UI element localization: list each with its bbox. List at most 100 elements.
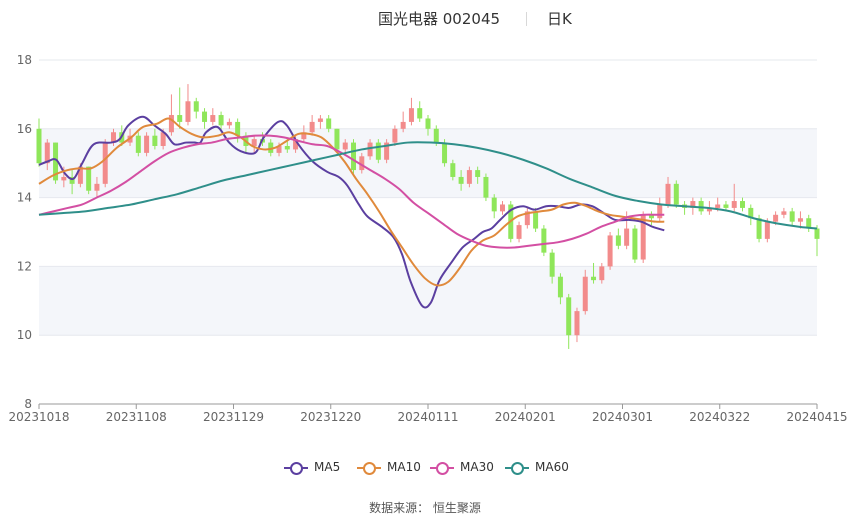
y-tick-label: 16 xyxy=(17,122,32,136)
candle-body xyxy=(433,128,439,143)
candle-body xyxy=(317,118,323,122)
data-source-label: 数据来源： xyxy=(369,501,430,515)
candle-body xyxy=(557,276,563,298)
legend-label: MA60 xyxy=(535,460,569,474)
candle-body xyxy=(425,118,431,129)
line-ma30 xyxy=(38,134,665,249)
candle-body xyxy=(251,139,257,146)
candle-body xyxy=(135,135,141,153)
y-axis-ticks: 8 10 12 14 16 18 xyxy=(17,53,32,411)
candle-body xyxy=(748,207,754,219)
candle-body xyxy=(417,108,423,119)
candle-body xyxy=(764,221,770,239)
x-tick-label: 20240201 xyxy=(495,410,556,424)
candle-body xyxy=(458,176,464,184)
candle-body xyxy=(144,135,150,153)
candle-body xyxy=(375,142,381,160)
line-ma60 xyxy=(38,141,818,230)
chart-period-label: 日K xyxy=(547,10,572,28)
candle-body xyxy=(177,115,183,122)
candle-body xyxy=(566,297,572,336)
candle-body xyxy=(185,101,191,122)
candle-body xyxy=(309,121,315,133)
candle-body xyxy=(698,201,704,212)
candle-body xyxy=(806,218,812,229)
legend-circle-icon xyxy=(290,462,303,475)
chart-title-bar: 国光电器 002045 日K xyxy=(0,6,850,30)
candle-body xyxy=(499,204,505,212)
candle-body xyxy=(740,201,746,208)
y-tick-label: 10 xyxy=(17,328,32,342)
candle-body xyxy=(533,211,539,229)
candle-body xyxy=(541,228,547,253)
candle-body xyxy=(94,183,100,191)
x-axis-ticks: 20231018 20231108 20231129 20231220 20240111… xyxy=(8,404,848,424)
candle-body xyxy=(69,176,75,184)
candle-body xyxy=(648,214,654,219)
candle-body xyxy=(326,118,332,129)
candle-body xyxy=(218,115,224,126)
candle-body xyxy=(384,142,390,160)
plot-band xyxy=(39,266,817,336)
candle-body xyxy=(226,121,232,126)
legend-label: MA10 xyxy=(387,460,421,474)
candle-body xyxy=(110,132,116,143)
candle-body xyxy=(615,235,621,246)
y-tick-label: 18 xyxy=(17,53,32,67)
candle-body xyxy=(797,218,803,222)
candle-body xyxy=(44,142,50,164)
candle-body xyxy=(450,163,456,177)
candle-body xyxy=(549,252,555,277)
candle-body xyxy=(235,121,241,136)
candle-body xyxy=(301,132,307,140)
candle-body xyxy=(53,142,59,181)
candle-body xyxy=(359,156,365,171)
candle-body xyxy=(599,266,605,281)
candle-body xyxy=(673,183,679,205)
candle-body xyxy=(77,166,83,184)
candle-body xyxy=(665,183,671,205)
candle-body xyxy=(334,128,340,150)
candle-body xyxy=(483,176,489,198)
legend-circle-icon xyxy=(511,462,524,475)
plot-bands xyxy=(39,128,817,336)
y-tick-label: 12 xyxy=(17,259,32,273)
candle-body xyxy=(400,121,406,129)
y-tick-label: 8 xyxy=(24,397,32,411)
x-tick-label: 20231220 xyxy=(300,410,361,424)
candle-body xyxy=(814,228,820,239)
candle-body xyxy=(466,170,472,184)
candle-body xyxy=(168,115,174,133)
candle-body xyxy=(408,108,414,122)
legend-label: MA30 xyxy=(460,460,494,474)
candle-body xyxy=(202,111,208,122)
candle-body xyxy=(582,276,588,312)
candle-body xyxy=(491,197,497,212)
candle-body xyxy=(152,135,158,146)
chart-legend: MA5 MA10 MA30 MA60 xyxy=(0,458,850,478)
chart-title: 国光电器 002045 xyxy=(378,10,501,28)
line-ma5 xyxy=(38,115,665,309)
line-ma10 xyxy=(38,117,665,287)
candle-body xyxy=(351,142,357,171)
candle-body xyxy=(640,214,646,260)
candle-body xyxy=(61,176,67,181)
candle-body xyxy=(781,211,787,215)
legend-label: MA5 xyxy=(314,460,341,474)
candle-body xyxy=(36,128,42,164)
candle-body xyxy=(284,146,290,150)
x-tick-label: 20231129 xyxy=(203,410,264,424)
candle-body xyxy=(723,204,729,208)
x-tick-label: 20240322 xyxy=(689,410,750,424)
candle-body xyxy=(632,228,638,260)
candle-body xyxy=(624,228,630,246)
candle-body xyxy=(715,204,721,208)
candle-body xyxy=(574,311,580,336)
data-source: 数据来源： 恒生聚源 xyxy=(0,499,850,516)
candle-body xyxy=(657,204,663,219)
candle-body xyxy=(516,225,522,239)
x-tick-label: 20231018 xyxy=(8,410,69,424)
candle-body xyxy=(342,142,348,150)
x-tick-label: 20240415 xyxy=(786,410,847,424)
